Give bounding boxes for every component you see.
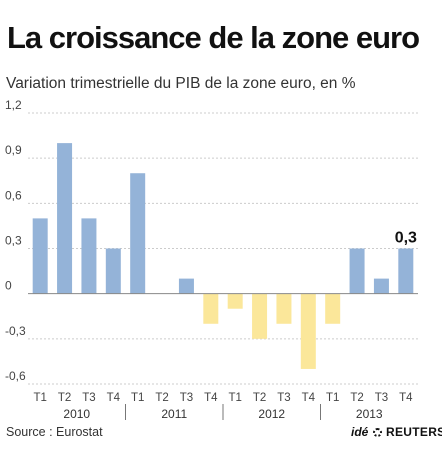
x-tick-label: T1 xyxy=(228,392,241,404)
x-tick-label: T3 xyxy=(375,392,388,404)
reuters-logo: idé REUTERS xyxy=(351,425,442,439)
x-axis-ticks: T1 T2 T3 T4 T1 T2 T3 T4 T1 T2 T3 T4 T1 T2 T3 T4 xyxy=(33,392,413,404)
chart-title: La croissance de la zone euro xyxy=(7,20,420,55)
x-tick-label: T2 xyxy=(155,392,168,404)
x-tick-label: T4 xyxy=(302,392,316,404)
x-tick-label: T1 xyxy=(326,392,339,404)
bar xyxy=(300,293,316,369)
x-tick-label: T4 xyxy=(399,392,413,404)
x-tick-label: T1 xyxy=(131,392,144,404)
bar xyxy=(252,293,268,339)
x-tick-label: T4 xyxy=(204,392,218,404)
y-tick-label: 1,2 xyxy=(5,98,22,112)
bars xyxy=(32,143,414,369)
x-tick-label: T2 xyxy=(350,392,363,404)
bar xyxy=(178,278,194,294)
year-label: 2012 xyxy=(258,407,285,421)
x-tick-label: T2 xyxy=(58,392,71,404)
y-tick-label: 0 xyxy=(5,279,12,293)
bar xyxy=(276,293,292,324)
year-label: 2010 xyxy=(63,407,90,421)
x-tick-label: T1 xyxy=(33,392,46,404)
bar xyxy=(227,293,243,309)
year-label: 2013 xyxy=(356,407,383,421)
brand-prefix: idé xyxy=(351,425,369,439)
y-tick-label: -0,6 xyxy=(5,369,26,383)
bar xyxy=(57,143,73,294)
x-tick-label: T4 xyxy=(107,392,121,404)
bar xyxy=(130,173,146,294)
bar xyxy=(325,293,341,324)
bar xyxy=(398,248,414,294)
x-tick-label: T2 xyxy=(253,392,266,404)
bar xyxy=(349,248,365,294)
year-labels: 2010 2011 2012 2013 xyxy=(63,404,383,421)
year-label: 2011 xyxy=(161,407,187,421)
x-tick-label: T3 xyxy=(180,392,193,404)
x-tick-label: T3 xyxy=(82,392,95,404)
y-tick-label: 0,9 xyxy=(5,143,22,157)
bar xyxy=(81,218,97,294)
annotations: 0,3 xyxy=(395,230,417,247)
bar xyxy=(373,278,389,294)
x-tick-label: T3 xyxy=(277,392,290,404)
y-tick-label: 0,6 xyxy=(5,188,22,202)
bar xyxy=(105,248,121,294)
brand-name: REUTERS xyxy=(386,425,442,439)
y-axis-ticks: 1,2 0,9 0,6 0,3 0 -0,3 -0,6 xyxy=(5,98,26,383)
reuters-dot-icon xyxy=(372,428,382,437)
bar xyxy=(203,293,219,324)
bar xyxy=(32,218,48,294)
data-label: 0,3 xyxy=(395,230,417,247)
y-tick-label: -0,3 xyxy=(5,324,26,338)
chart-subtitle: Variation trimestrielle du PIB de la zon… xyxy=(6,75,356,92)
y-tick-label: 0,3 xyxy=(5,234,22,248)
source-note: Source : Eurostat xyxy=(6,425,103,439)
